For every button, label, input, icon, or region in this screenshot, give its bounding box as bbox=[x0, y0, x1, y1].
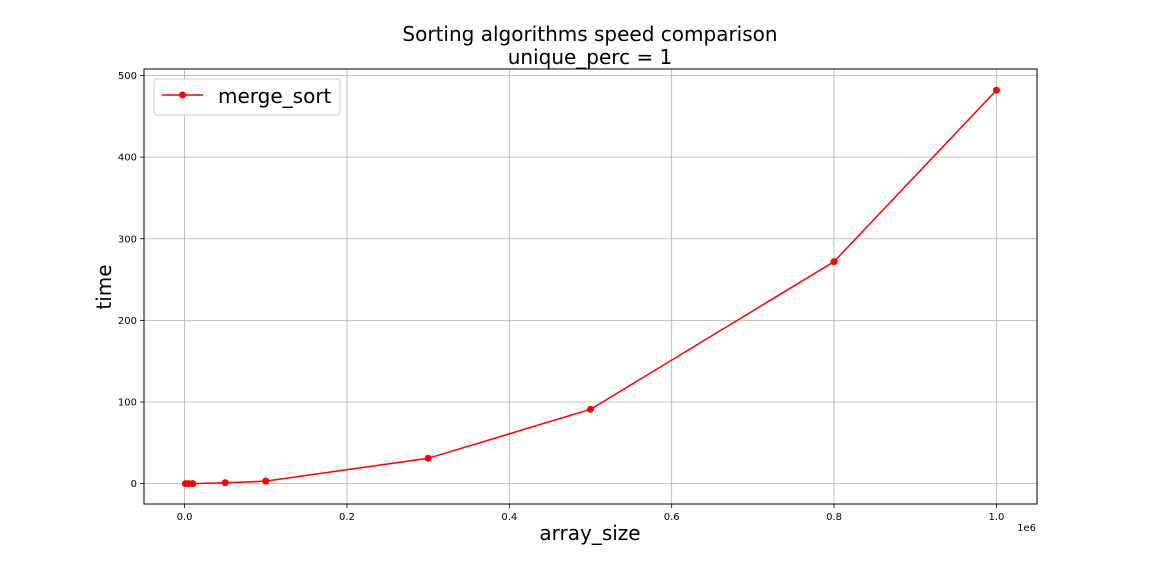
data-point bbox=[424, 454, 432, 462]
x-tick-label: 0.6 bbox=[664, 512, 680, 523]
y-axis-label: time bbox=[92, 264, 116, 309]
x-tick-label: 0.0 bbox=[177, 512, 193, 523]
legend-marker-swatch bbox=[179, 91, 186, 99]
legend-box bbox=[153, 78, 341, 116]
x-tick-label: 0.2 bbox=[339, 512, 355, 523]
legend: merge_sort bbox=[153, 78, 341, 116]
data-point bbox=[262, 477, 270, 485]
x-offset-label: 1e6 bbox=[1017, 523, 1036, 534]
data-point bbox=[587, 405, 594, 413]
data-point bbox=[830, 258, 838, 266]
y-tick-label: 200 bbox=[118, 316, 137, 327]
x-tick-label: 1.0 bbox=[988, 512, 1004, 523]
y-tick-label: 0 bbox=[131, 479, 137, 490]
data-point bbox=[992, 86, 1000, 94]
y-tick-label: 500 bbox=[118, 71, 137, 82]
series-line-merge-sort bbox=[185, 89, 997, 485]
chart-title: Sorting algorithms speed comparison bbox=[402, 22, 777, 46]
series-layer bbox=[181, 86, 1000, 488]
y-tick-label: 400 bbox=[118, 153, 137, 164]
x-axis-label: array_size bbox=[539, 521, 640, 545]
legend-label-merge-sort: merge_sort bbox=[218, 84, 332, 108]
plot-frame bbox=[143, 68, 1038, 505]
y-axis-ticks: 0 100 200 300 400 500 bbox=[118, 71, 144, 490]
y-tick-label: 300 bbox=[118, 234, 137, 245]
chart-subtitle: unique_perc = 1 bbox=[508, 45, 673, 69]
x-tick-label: 0.8 bbox=[826, 512, 842, 523]
data-point bbox=[189, 480, 197, 488]
data-point bbox=[221, 479, 229, 487]
grid bbox=[144, 69, 1037, 504]
x-axis-ticks: 0.0 0.2 0.4 0.6 0.8 1.0 bbox=[177, 504, 1004, 523]
y-tick-label: 100 bbox=[118, 397, 137, 408]
x-tick-label: 0.4 bbox=[501, 512, 517, 523]
